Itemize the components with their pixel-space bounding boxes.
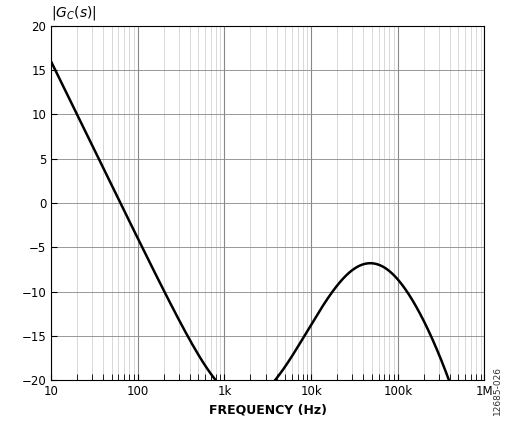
Text: 12685-026: 12685-026 [492, 366, 501, 415]
Text: $|G_C(s)|$: $|G_C(s)|$ [51, 4, 96, 22]
X-axis label: FREQUENCY (Hz): FREQUENCY (Hz) [208, 403, 326, 416]
